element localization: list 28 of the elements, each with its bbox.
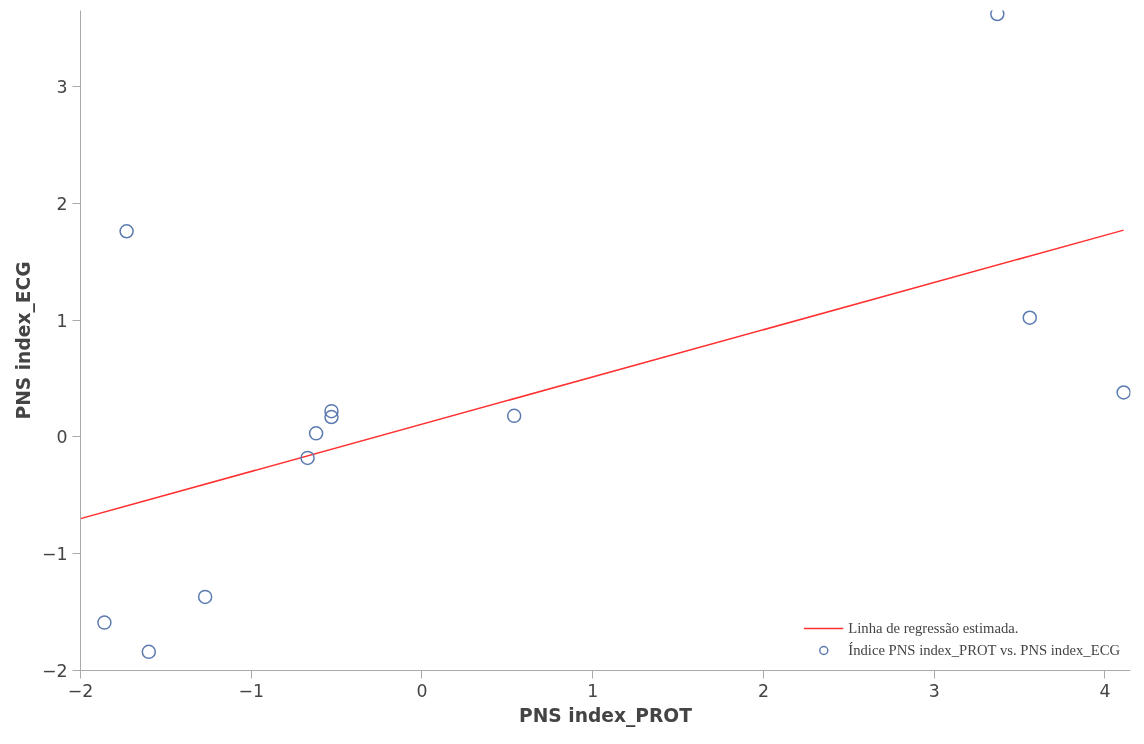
- x-tick-label: 1: [587, 680, 599, 701]
- legend-label: Linha de regressão estimada.: [848, 619, 1019, 637]
- legend-label: Índice PNS index_PROT vs. PNS index_ECG: [848, 641, 1120, 659]
- x-tick-label: 0: [416, 680, 428, 701]
- point: [990, 10, 1005, 22]
- x-tick-label: −1: [238, 680, 265, 701]
- point: [506, 408, 522, 424]
- y-axis-title: PNS index_ECG: [12, 261, 35, 420]
- point: [1116, 385, 1131, 400]
- y-tick-label: 2: [56, 193, 68, 214]
- point: [324, 409, 339, 425]
- x-tick-label: 3: [928, 680, 940, 701]
- y-tick-label: 3: [56, 76, 68, 97]
- y-tick-label: −2: [41, 661, 68, 681]
- point: [308, 426, 324, 441]
- point: [324, 403, 339, 419]
- point: [141, 644, 157, 660]
- x-axis-title: PNS index_PROT: [519, 704, 693, 727]
- x-tick-label: 4: [1099, 680, 1111, 701]
- x-tick-label: 2: [757, 680, 769, 701]
- point: [300, 450, 315, 466]
- point: [119, 224, 134, 239]
- point: [1022, 310, 1038, 325]
- y-tick-label: −1: [41, 544, 68, 565]
- point: [97, 615, 112, 630]
- y-tick-label: 0: [56, 427, 68, 448]
- y-tick-label: 1: [56, 310, 68, 331]
- point: [197, 589, 213, 605]
